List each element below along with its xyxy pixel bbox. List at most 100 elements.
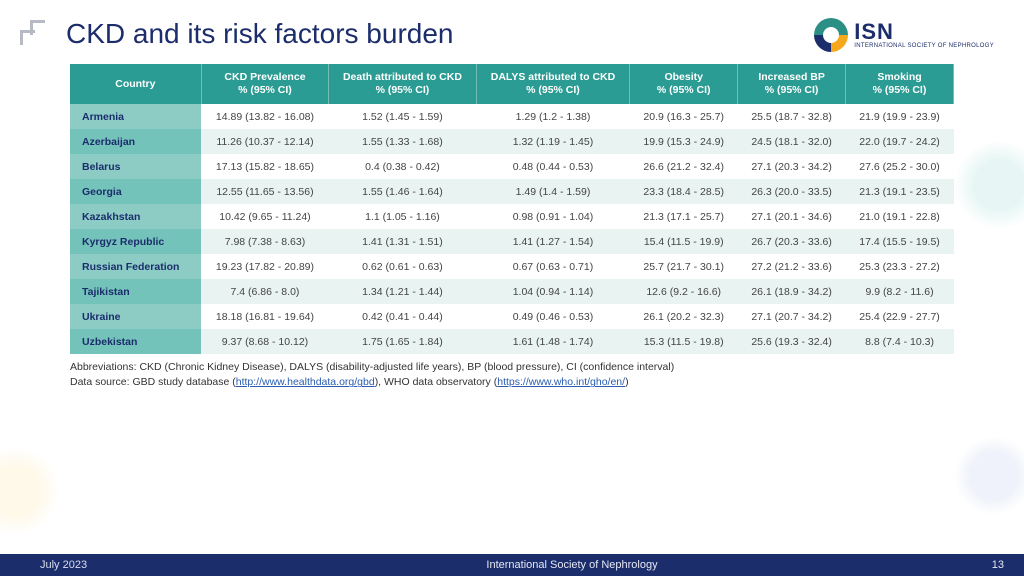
data-cell: 15.4 (11.5 - 19.9) — [630, 229, 738, 254]
decorative-blob — [954, 436, 1024, 516]
data-cell: 8.8 (7.4 - 10.3) — [846, 329, 954, 354]
ckd-risk-table: CountryCKD Prevalence% (95% CI)Death att… — [70, 64, 954, 354]
isn-logo-text: ISN INTERNATIONAL SOCIETY OF NEPHROLOGY — [854, 21, 994, 49]
data-source-note: Data source: GBD study database (http://… — [70, 375, 954, 390]
country-cell: Tajikistan — [70, 279, 201, 304]
data-cell: 21.0 (19.1 - 22.8) — [846, 204, 954, 229]
table-row: Belarus17.13 (15.82 - 18.65)0.4 (0.38 - … — [70, 154, 954, 179]
data-cell: 1.34 (1.21 - 1.44) — [329, 279, 476, 304]
data-cell: 12.55 (11.65 - 13.56) — [201, 179, 328, 204]
footer-org: International Society of Nephrology — [200, 559, 944, 571]
table-row: Azerbaijan11.26 (10.37 - 12.14)1.55 (1.3… — [70, 129, 954, 154]
table-row: Armenia14.89 (13.82 - 16.08)1.52 (1.45 -… — [70, 104, 954, 129]
table-row: Kyrgyz Republic7.98 (7.38 - 8.63)1.41 (1… — [70, 229, 954, 254]
data-cell: 9.37 (8.68 - 10.12) — [201, 329, 328, 354]
data-cell: 1.41 (1.31 - 1.51) — [329, 229, 476, 254]
isn-logo-acronym: ISN — [854, 21, 994, 43]
data-cell: 25.4 (22.9 - 27.7) — [846, 304, 954, 329]
who-link[interactable]: https://www.who.int/gho/en/ — [497, 376, 625, 388]
column-header: DALYS attributed to CKD% (95% CI) — [476, 64, 630, 104]
table-row: Russian Federation19.23 (17.82 - 20.89)0… — [70, 254, 954, 279]
country-cell: Russian Federation — [70, 254, 201, 279]
data-cell: 0.48 (0.44 - 0.53) — [476, 154, 630, 179]
data-cell: 27.2 (21.2 - 33.6) — [738, 254, 846, 279]
column-header: Increased BP% (95% CI) — [738, 64, 846, 104]
corner-arrow-icon — [20, 20, 48, 48]
isn-logo: ISN INTERNATIONAL SOCIETY OF NEPHROLOGY — [814, 18, 994, 52]
data-cell: 7.98 (7.38 - 8.63) — [201, 229, 328, 254]
data-cell: 21.3 (17.1 - 25.7) — [630, 204, 738, 229]
footer-date: July 2023 — [0, 559, 200, 571]
country-cell: Ukraine — [70, 304, 201, 329]
data-cell: 17.13 (15.82 - 18.65) — [201, 154, 328, 179]
data-cell: 25.6 (19.3 - 32.4) — [738, 329, 846, 354]
data-cell: 27.1 (20.3 - 34.2) — [738, 154, 846, 179]
data-cell: 23.3 (18.4 - 28.5) — [630, 179, 738, 204]
data-cell: 15.3 (11.5 - 19.8) — [630, 329, 738, 354]
decorative-blob — [0, 446, 60, 536]
data-cell: 27.1 (20.7 - 34.2) — [738, 304, 846, 329]
data-cell: 26.1 (18.9 - 34.2) — [738, 279, 846, 304]
data-cell: 21.3 (19.1 - 23.5) — [846, 179, 954, 204]
data-cell: 0.98 (0.91 - 1.04) — [476, 204, 630, 229]
data-cell: 26.7 (20.3 - 33.6) — [738, 229, 846, 254]
data-cell: 17.4 (15.5 - 19.5) — [846, 229, 954, 254]
isn-logo-mark-icon — [814, 18, 848, 52]
column-header: Country — [70, 64, 201, 104]
data-cell: 0.49 (0.46 - 0.53) — [476, 304, 630, 329]
data-cell: 1.1 (1.05 - 1.16) — [329, 204, 476, 229]
table-row: Uzbekistan9.37 (8.68 - 10.12)1.75 (1.65 … — [70, 329, 954, 354]
data-cell: 7.4 (6.86 - 8.0) — [201, 279, 328, 304]
data-cell: 1.75 (1.65 - 1.84) — [329, 329, 476, 354]
country-cell: Kyrgyz Republic — [70, 229, 201, 254]
gbd-link[interactable]: http://www.healthdata.org/gbd — [236, 376, 375, 388]
data-cell: 21.9 (19.9 - 23.9) — [846, 104, 954, 129]
data-cell: 1.41 (1.27 - 1.54) — [476, 229, 630, 254]
table-row: Georgia12.55 (11.65 - 13.56)1.55 (1.46 -… — [70, 179, 954, 204]
footer-page: 13 — [944, 559, 1024, 571]
country-cell: Georgia — [70, 179, 201, 204]
page-title: CKD and its risk factors burden — [66, 18, 454, 50]
country-cell: Uzbekistan — [70, 329, 201, 354]
data-cell: 0.67 (0.63 - 0.71) — [476, 254, 630, 279]
data-cell: 10.42 (9.65 - 11.24) — [201, 204, 328, 229]
country-cell: Kazakhstan — [70, 204, 201, 229]
table-row: Kazakhstan10.42 (9.65 - 11.24)1.1 (1.05 … — [70, 204, 954, 229]
column-header: CKD Prevalence% (95% CI) — [201, 64, 328, 104]
column-header: Death attributed to CKD% (95% CI) — [329, 64, 476, 104]
data-cell: 24.5 (18.1 - 32.0) — [738, 129, 846, 154]
country-cell: Azerbaijan — [70, 129, 201, 154]
data-cell: 22.0 (19.7 - 24.2) — [846, 129, 954, 154]
data-cell: 1.52 (1.45 - 1.59) — [329, 104, 476, 129]
data-cell: 25.7 (21.7 - 30.1) — [630, 254, 738, 279]
data-cell: 0.62 (0.61 - 0.63) — [329, 254, 476, 279]
data-cell: 26.3 (20.0 - 33.5) — [738, 179, 846, 204]
data-cell: 27.1 (20.1 - 34.6) — [738, 204, 846, 229]
slide-footer: July 2023 International Society of Nephr… — [0, 554, 1024, 576]
data-cell: 0.4 (0.38 - 0.42) — [329, 154, 476, 179]
data-cell: 25.5 (18.7 - 32.8) — [738, 104, 846, 129]
data-cell: 11.26 (10.37 - 12.14) — [201, 129, 328, 154]
data-cell: 26.1 (20.2 - 32.3) — [630, 304, 738, 329]
data-cell: 14.89 (13.82 - 16.08) — [201, 104, 328, 129]
table-row: Tajikistan7.4 (6.86 - 8.0)1.34 (1.21 - 1… — [70, 279, 954, 304]
data-cell: 1.49 (1.4 - 1.59) — [476, 179, 630, 204]
data-cell: 27.6 (25.2 - 30.0) — [846, 154, 954, 179]
data-cell: 1.29 (1.2 - 1.38) — [476, 104, 630, 129]
data-cell: 1.55 (1.33 - 1.68) — [329, 129, 476, 154]
data-cell: 0.42 (0.41 - 0.44) — [329, 304, 476, 329]
abbreviations-note: Abbreviations: CKD (Chronic Kidney Disea… — [70, 360, 954, 375]
isn-logo-full: INTERNATIONAL SOCIETY OF NEPHROLOGY — [854, 43, 994, 49]
column-header: Smoking% (95% CI) — [846, 64, 954, 104]
country-cell: Belarus — [70, 154, 201, 179]
table-footnotes: Abbreviations: CKD (Chronic Kidney Disea… — [0, 354, 1024, 390]
table-row: Ukraine18.18 (16.81 - 19.64)0.42 (0.41 -… — [70, 304, 954, 329]
data-cell: 1.55 (1.46 - 1.64) — [329, 179, 476, 204]
data-cell: 1.61 (1.48 - 1.74) — [476, 329, 630, 354]
data-cell: 19.23 (17.82 - 20.89) — [201, 254, 328, 279]
country-cell: Armenia — [70, 104, 201, 129]
data-cell: 20.9 (16.3 - 25.7) — [630, 104, 738, 129]
column-header: Obesity% (95% CI) — [630, 64, 738, 104]
data-cell: 26.6 (21.2 - 32.4) — [630, 154, 738, 179]
data-cell: 9.9 (8.2 - 11.6) — [846, 279, 954, 304]
